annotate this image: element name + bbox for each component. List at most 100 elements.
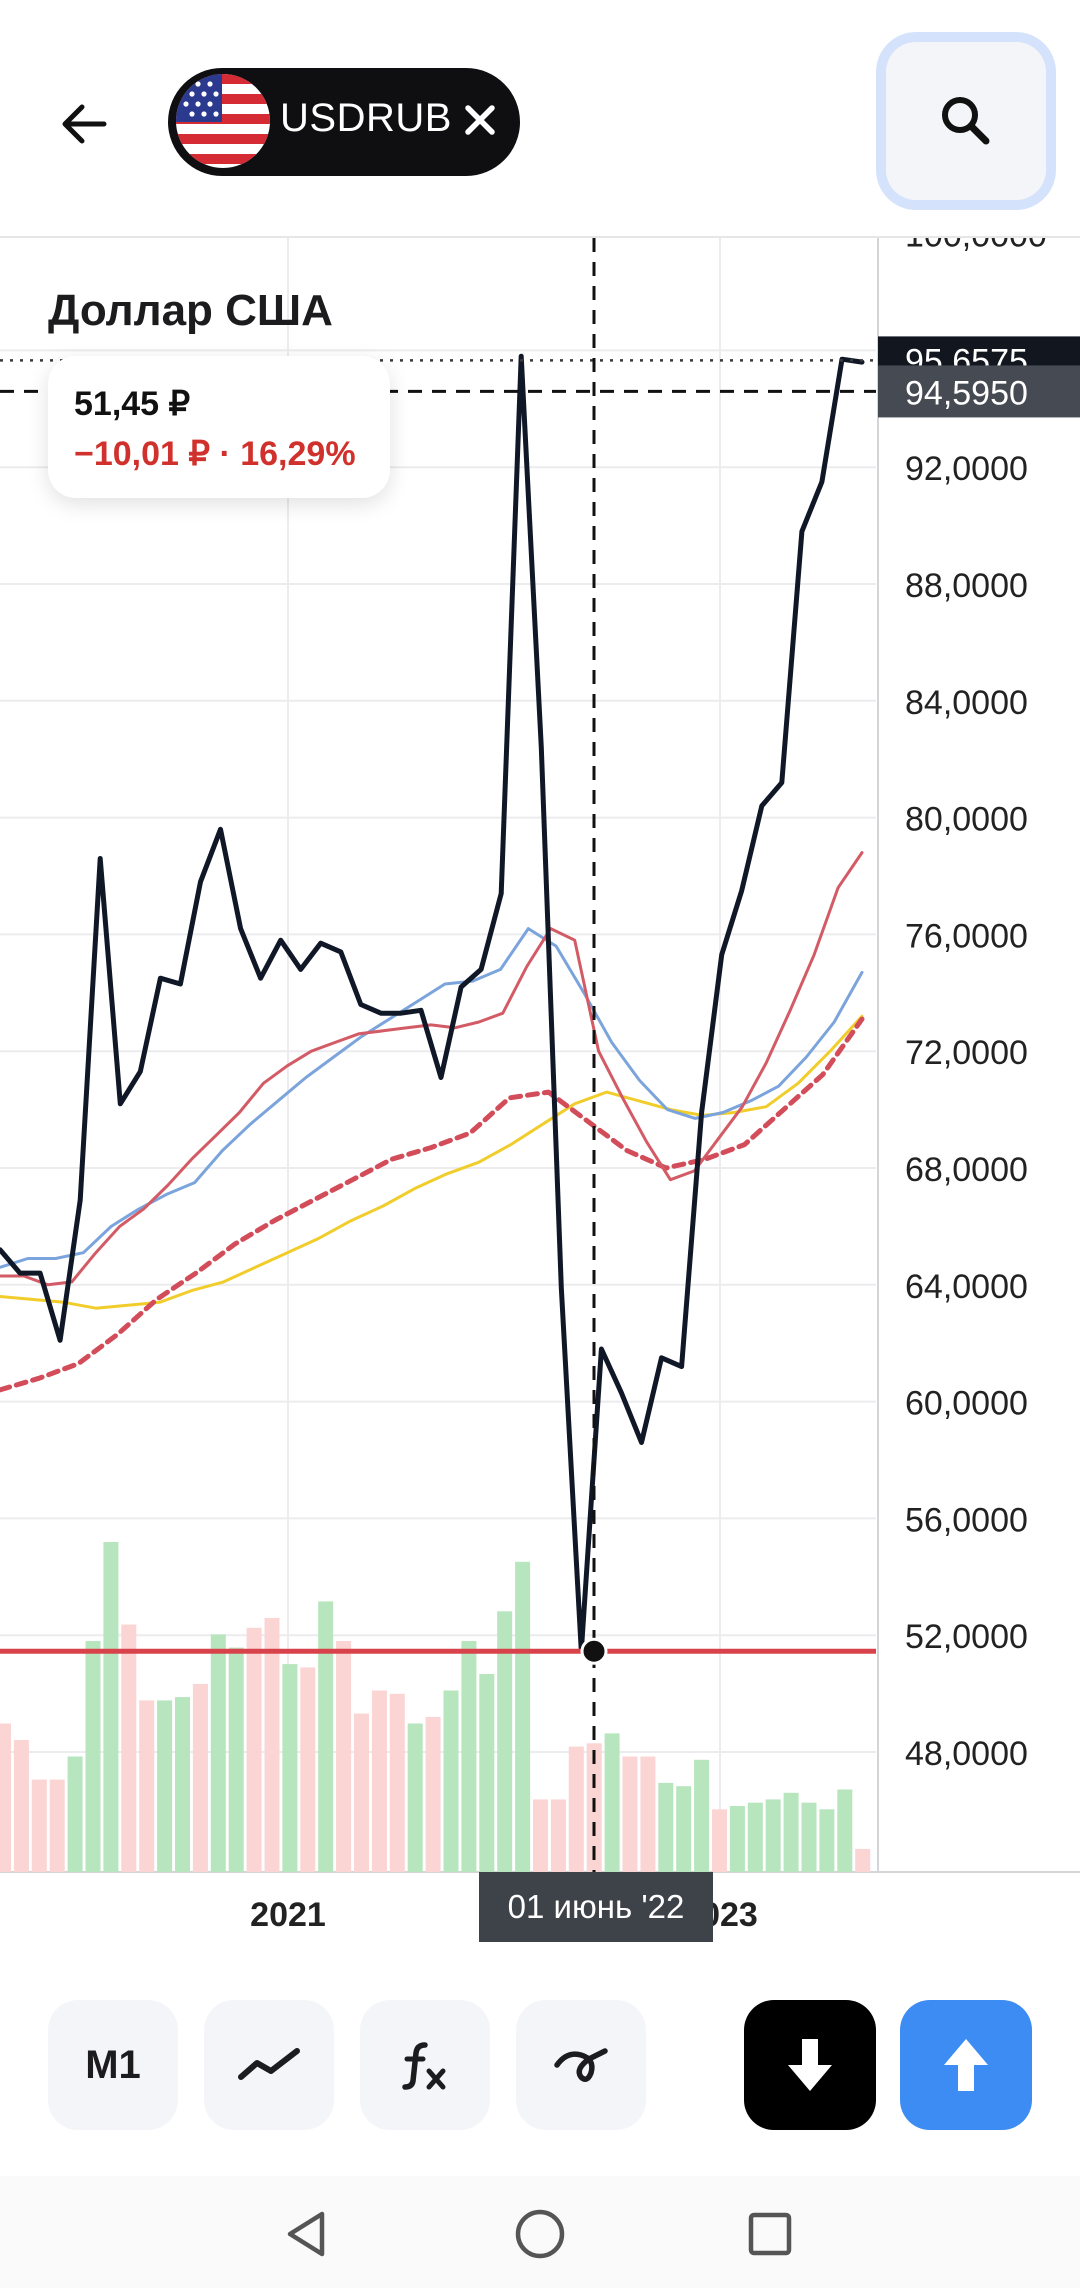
volume-bar bbox=[425, 1716, 441, 1872]
y-tick-label: 64,0000 bbox=[905, 1268, 1028, 1306]
tooltip-price: 51,45 ₽ bbox=[74, 385, 191, 423]
volume-bar bbox=[175, 1697, 190, 1872]
tooltip-change: −10,01 ₽ · 16,29% bbox=[74, 435, 356, 473]
current-price-tag bbox=[878, 365, 1080, 418]
chart-title: Доллар США bbox=[48, 286, 333, 335]
close-icon bbox=[465, 105, 495, 135]
y-tick-label: 72,0000 bbox=[905, 1034, 1028, 1072]
search-button[interactable] bbox=[886, 42, 1046, 200]
ma-red-line bbox=[0, 851, 864, 1287]
volume-bar bbox=[264, 1617, 280, 1872]
ma-yellow-line bbox=[0, 1014, 864, 1310]
nav-recents-icon bbox=[748, 2212, 792, 2256]
volume-bar bbox=[67, 1756, 83, 1872]
volume-bar bbox=[783, 1792, 799, 1872]
volume-bar bbox=[533, 1799, 548, 1872]
nav-home-button[interactable] bbox=[498, 2192, 582, 2276]
y-tick-label: 80,0000 bbox=[905, 801, 1028, 839]
volume-bar bbox=[210, 1634, 226, 1872]
y-tick-label: 52,0000 bbox=[905, 1618, 1028, 1656]
price-chart[interactable]: 100,0000 92,0000 88,0000 84,0000 80,0000 76,0… bbox=[0, 238, 1080, 1988]
y-tick-label: 68,0000 bbox=[905, 1151, 1028, 1189]
y-tick-label: 88,0000 bbox=[905, 567, 1028, 605]
drawing-icon bbox=[554, 2048, 608, 2082]
current-price-tag-label: 94,5950 bbox=[905, 374, 1028, 412]
volume-bar bbox=[622, 1756, 638, 1872]
nav-back-icon bbox=[287, 2211, 325, 2257]
volume-bar bbox=[676, 1786, 692, 1872]
volume-bar bbox=[658, 1782, 674, 1872]
volume-bar bbox=[712, 1809, 727, 1872]
volume-bar bbox=[407, 1723, 423, 1872]
volume-bar bbox=[157, 1700, 173, 1872]
volume-bar bbox=[479, 1674, 495, 1872]
volume-bar bbox=[747, 1802, 763, 1872]
volume-bar bbox=[282, 1664, 298, 1872]
volume-bars bbox=[0, 1542, 871, 1872]
ma-dashed-line bbox=[0, 1016, 865, 1393]
ma-blue-line bbox=[0, 927, 864, 1269]
volume-bar bbox=[0, 1723, 11, 1872]
nav-recents-button[interactable] bbox=[728, 2192, 812, 2276]
volume-bar bbox=[550, 1799, 566, 1872]
volume-bar bbox=[729, 1806, 745, 1872]
ticker-chip[interactable]: USDRUB bbox=[168, 68, 520, 176]
volume-bar bbox=[228, 1647, 244, 1872]
indicators-button[interactable] bbox=[360, 2000, 490, 2130]
remove-ticker-button[interactable] bbox=[452, 92, 508, 148]
timeframe-button[interactable]: M1 bbox=[48, 2000, 178, 2130]
y-tick-label: 92,0000 bbox=[905, 450, 1028, 488]
volume-bar bbox=[318, 1601, 334, 1872]
crosshair-point bbox=[580, 1637, 608, 1665]
drawing-tools-button[interactable] bbox=[516, 2000, 646, 2130]
function-icon bbox=[402, 2042, 446, 2090]
search-icon bbox=[942, 97, 990, 145]
volume-bar bbox=[640, 1756, 656, 1872]
volume-bar bbox=[819, 1809, 835, 1872]
buy-button[interactable] bbox=[900, 2000, 1032, 2130]
volume-bar bbox=[13, 1740, 29, 1872]
volume-bar bbox=[694, 1759, 710, 1872]
volume-bar bbox=[765, 1799, 781, 1872]
sell-button[interactable] bbox=[744, 2000, 876, 2130]
nav-back-button[interactable] bbox=[264, 2192, 348, 2276]
chart-type-button[interactable] bbox=[204, 2000, 334, 2130]
volume-bar bbox=[371, 1690, 387, 1872]
back-button[interactable] bbox=[40, 80, 128, 168]
chart-toolbar: M1 bbox=[0, 1980, 1080, 2140]
y-tick-label: 56,0000 bbox=[905, 1501, 1028, 1539]
volume-bar bbox=[389, 1693, 405, 1872]
y-tick-label: 84,0000 bbox=[905, 684, 1028, 722]
volume-bar bbox=[837, 1789, 853, 1872]
y-tick-label: 48,0000 bbox=[905, 1735, 1028, 1773]
timeframe-label: M1 bbox=[85, 2042, 141, 2087]
crosshair-date-label: 01 июнь '22 bbox=[508, 1888, 685, 1925]
volume-bar bbox=[336, 1641, 352, 1872]
volume-bar bbox=[85, 1641, 101, 1872]
volume-bar bbox=[443, 1690, 459, 1872]
volume-bar bbox=[139, 1700, 155, 1872]
price-tooltip: 51,45 ₽ −10,01 ₽ · 16,29% bbox=[48, 356, 390, 498]
volume-bar bbox=[300, 1667, 316, 1872]
header: USDRUB bbox=[0, 0, 1080, 240]
volume-bar bbox=[103, 1542, 119, 1872]
volume-bar bbox=[461, 1641, 477, 1872]
volume-bar bbox=[121, 1624, 137, 1872]
sell-arrow-down-icon bbox=[788, 2039, 832, 2091]
ticker-label: USDRUB bbox=[280, 96, 452, 140]
volume-bar bbox=[604, 1733, 620, 1872]
arrow-left-icon bbox=[62, 104, 107, 144]
y-tick-label: 76,0000 bbox=[905, 917, 1028, 955]
volume-bar bbox=[855, 1848, 871, 1872]
line-chart-icon bbox=[238, 2048, 300, 2080]
volume-bar bbox=[515, 1561, 531, 1872]
volume-bar bbox=[246, 1627, 262, 1872]
volume-bar bbox=[801, 1802, 817, 1872]
x-tick-label: 2021 bbox=[250, 1896, 326, 1934]
volume-bar bbox=[497, 1611, 513, 1872]
price-axis: 100,0000 92,0000 88,0000 84,0000 80,0000 76,0… bbox=[250, 238, 1080, 1942]
chart-series bbox=[0, 353, 865, 1654]
us-flag-icon bbox=[176, 74, 270, 168]
header-divider bbox=[0, 236, 1080, 238]
volume-bar bbox=[568, 1746, 584, 1872]
